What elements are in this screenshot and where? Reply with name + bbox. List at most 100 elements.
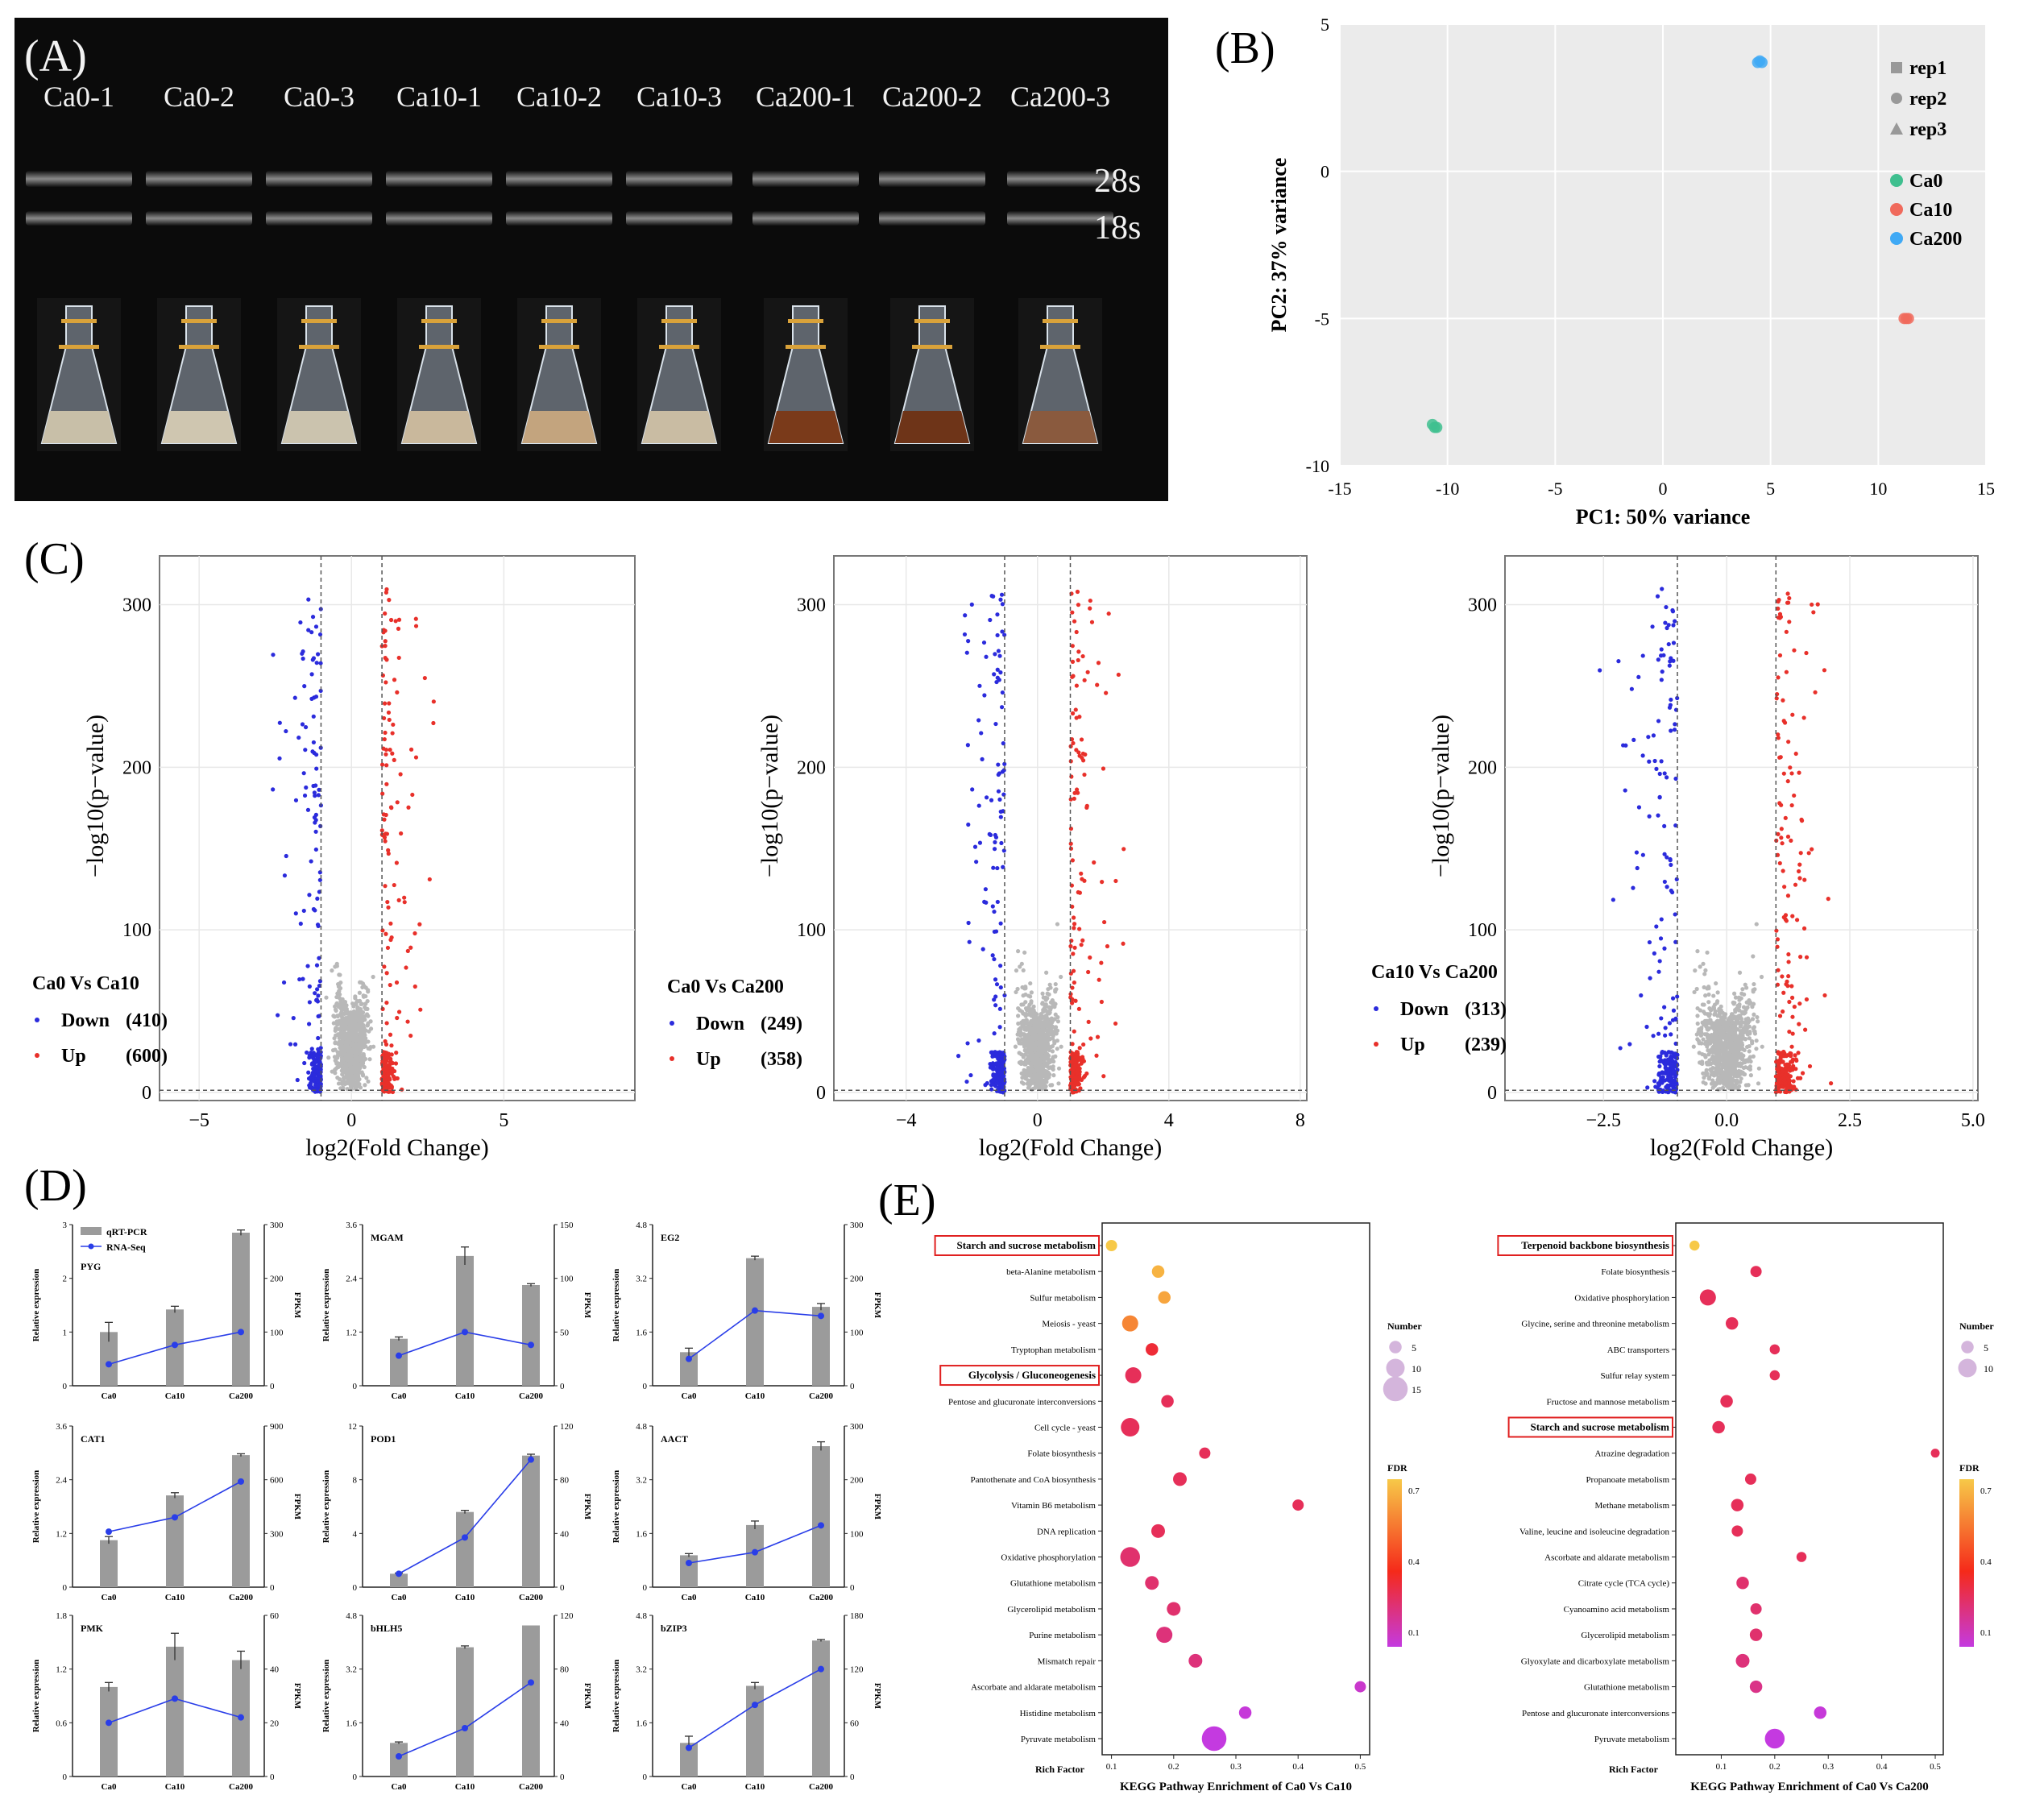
down-gene-point xyxy=(301,656,305,661)
rnaseq-point xyxy=(752,1702,758,1709)
down-gene-point xyxy=(282,873,288,878)
right-ytick: 0 xyxy=(850,1772,855,1782)
pathway-label: Histidine metabolism xyxy=(1020,1709,1097,1718)
volcano-legend-title: Ca0 Vs Ca200 xyxy=(667,976,784,997)
ns-gene-point xyxy=(1050,1049,1055,1054)
up-gene-point xyxy=(395,800,400,805)
up-gene-point xyxy=(1793,1053,1797,1058)
ns-gene-point xyxy=(1025,1068,1030,1073)
down-gene-point xyxy=(992,1076,997,1080)
pathway-bubble xyxy=(1121,1315,1138,1332)
left-ytick: 1.6 xyxy=(346,1718,357,1728)
rrna-band-28s xyxy=(752,171,859,187)
up-gene-point xyxy=(385,899,390,905)
up-gene-point xyxy=(1784,670,1789,674)
volcano-legend-label: Up xyxy=(1400,1034,1425,1055)
down-gene-point xyxy=(1671,641,1677,645)
legend-rnaseq-label: RNA-Seq xyxy=(106,1242,146,1253)
ns-gene-point xyxy=(338,1018,344,1023)
ns-gene-point xyxy=(1025,1072,1030,1077)
down-gene-point xyxy=(1000,690,1005,695)
up-gene-point xyxy=(1079,943,1084,947)
qpcr-bar xyxy=(746,1685,764,1776)
ns-gene-point xyxy=(1030,1009,1035,1014)
down-gene-point xyxy=(968,1072,973,1078)
right-ytick: 150 xyxy=(560,1221,574,1230)
rrna-band-18s xyxy=(752,211,859,226)
fdr-colorbar xyxy=(1387,1479,1402,1647)
left-ytick: 3.2 xyxy=(636,1275,647,1284)
down-gene-point xyxy=(992,672,997,677)
ns-gene-point xyxy=(1738,1024,1743,1029)
down-gene-point xyxy=(305,807,311,812)
left-ytick: 3.6 xyxy=(346,1221,357,1230)
up-gene-point xyxy=(1790,914,1795,918)
culture-medium xyxy=(1023,411,1097,443)
pca-xlabel: PC1: 50% variance xyxy=(1576,505,1751,529)
up-gene-point xyxy=(1086,1019,1091,1024)
ns-gene-point xyxy=(1702,972,1707,976)
up-gene-point xyxy=(1801,926,1807,931)
ns-gene-point xyxy=(1023,1062,1028,1067)
ns-gene-point xyxy=(1026,993,1031,998)
up-gene-point xyxy=(1068,971,1073,976)
left-ytick: 0 xyxy=(643,1382,648,1391)
flask-band-tie xyxy=(541,319,577,323)
rnaseq-point xyxy=(528,1341,534,1349)
ns-gene-point xyxy=(1021,1041,1026,1046)
pathway-bubble xyxy=(1731,1525,1743,1537)
down-gene-point xyxy=(976,803,981,808)
up-gene-point xyxy=(1793,1067,1798,1072)
ns-gene-point xyxy=(1728,1084,1733,1088)
up-gene-point xyxy=(383,644,388,649)
down-gene-point xyxy=(1652,1079,1657,1084)
pca-ytick: -5 xyxy=(1315,309,1329,329)
up-gene-point xyxy=(1777,755,1782,760)
down-gene-point xyxy=(998,921,1003,926)
pathway-label: Methane metabolism xyxy=(1594,1501,1669,1511)
pathway-bubble xyxy=(1699,1289,1716,1306)
up-gene-point xyxy=(1084,1071,1089,1076)
up-gene-point xyxy=(1806,851,1811,856)
up-gene-point xyxy=(1801,715,1806,720)
up-gene-point xyxy=(1783,815,1788,820)
pathway-label: Glycerolipid metabolism xyxy=(1007,1605,1096,1615)
down-gene-point xyxy=(1669,728,1673,733)
pathway-bubble xyxy=(1151,1265,1165,1278)
ns-gene-point xyxy=(371,1044,376,1049)
down-gene-point xyxy=(318,661,323,665)
ns-gene-point xyxy=(347,1014,352,1018)
pathway-bubble xyxy=(1769,1370,1781,1381)
up-gene-point xyxy=(381,715,387,721)
down-gene-point xyxy=(313,820,317,825)
legend-rnaseq-dot xyxy=(88,1243,94,1250)
up-gene-point xyxy=(384,763,389,768)
ns-gene-point xyxy=(1040,1025,1045,1030)
ns-gene-point xyxy=(340,1038,345,1043)
rnaseq-point xyxy=(106,1719,112,1727)
up-gene-point xyxy=(1777,653,1783,658)
rrna-band-18s xyxy=(1007,211,1113,226)
ns-gene-point xyxy=(1695,1021,1700,1026)
down-gene-point xyxy=(1662,879,1667,885)
pathway-label: Glycolysis / Gluconeogenesis xyxy=(968,1369,1096,1381)
down-gene-point xyxy=(1665,625,1669,631)
down-gene-point xyxy=(984,795,989,800)
kegg-xtick: 0.4 xyxy=(1292,1762,1304,1772)
down-gene-point xyxy=(996,772,1001,777)
up-gene-point xyxy=(404,965,408,970)
ns-gene-point xyxy=(1731,1000,1735,1005)
down-gene-point xyxy=(312,815,317,820)
up-gene-point xyxy=(1100,880,1105,885)
down-gene-point xyxy=(276,1013,280,1018)
pathway-label: beta-Alanine metabolism xyxy=(1006,1267,1096,1277)
pathway-label: Citrate cycle (TCA cycle) xyxy=(1578,1579,1670,1589)
ns-gene-point xyxy=(1034,1076,1039,1080)
down-gene-point xyxy=(965,1041,970,1046)
ns-gene-point xyxy=(1028,980,1033,986)
ns-gene-point xyxy=(363,1056,368,1061)
ns-gene-point xyxy=(1752,1012,1756,1017)
up-gene-point xyxy=(386,1084,392,1089)
ns-gene-point xyxy=(1746,1066,1751,1071)
